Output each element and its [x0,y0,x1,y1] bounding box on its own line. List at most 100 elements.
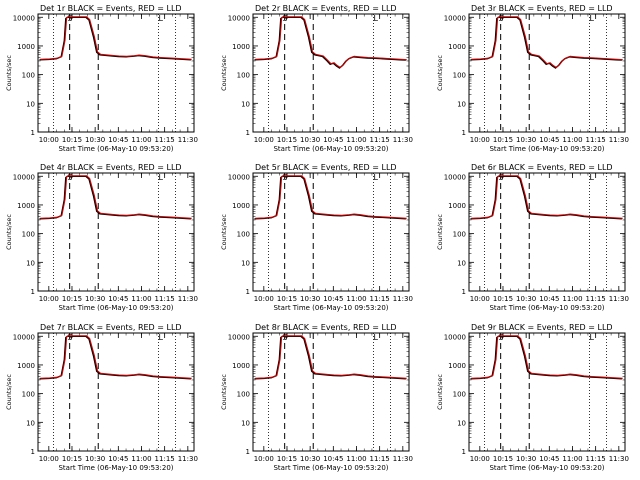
plot-frame [37,332,195,452]
y-tick-label: 1000 [232,202,250,210]
lld-series-line [40,175,192,219]
marker-label: L [373,173,378,182]
events-series-line [470,16,622,69]
x-axis-label: Start Time (06-May-10 09:53:20) [273,145,388,153]
x-tick-label: 10:30 [300,455,320,463]
lld-series-line [255,16,407,69]
marker-label: S [67,14,72,23]
y-tick-label: 100 [22,391,35,399]
y-tick-label: 10 [241,259,250,267]
y-axis-label: Counts/sec [220,214,228,250]
x-tick-label: 11:15 [155,136,175,144]
y-axis-label: Counts/sec [5,214,13,250]
y-tick-label: 10 [26,259,35,267]
x-tick-label: 10:15 [277,136,297,144]
y-tick-label: 1 [31,448,35,456]
lld-series-line [255,335,407,379]
marker-label: L [373,333,378,342]
detector-panel: Det 8r BLACK = Events, RED = LLD 1 10 100 10… [220,323,413,472]
x-tick-label: 11:00 [346,136,366,144]
y-axis-label: Counts/sec [436,374,444,410]
y-tick-label: 1 [246,288,250,296]
panel-title: Det 2r BLACK = Events, RED = LLD [255,4,397,13]
events-series-line [470,335,622,380]
y-tick-label: 1000 [448,202,466,210]
x-tick-label: 10:15 [493,455,513,463]
y-axis-label: Counts/sec [220,55,228,91]
detector-panel: Det 1r BLACK = Events, RED = LLD 1 10 100 10… [5,4,198,153]
x-tick-label: 10:15 [277,295,297,303]
panel-title: Det 8r BLACK = Events, RED = LLD [255,323,397,332]
x-tick-label: 10:15 [62,136,82,144]
x-tick-label: 11:15 [155,455,175,463]
events-series-line [254,335,406,380]
detector-panel: Det 5r BLACK = Events, RED = LLD 1 10 100 10… [220,163,413,312]
y-tick-label: 1 [462,129,466,137]
marker-label: S [67,333,72,342]
marker-label: L [158,173,163,182]
x-tick-label: 10:45 [539,455,559,463]
y-tick-label: 1000 [17,202,35,210]
detector-panel: Det 7r BLACK = Events, RED = LLD 1 10 100 10… [5,323,198,472]
marker-label: S [282,333,287,342]
y-tick-label: 1000 [448,362,466,370]
lld-series-line [471,16,623,69]
x-tick-label: 10:00 [39,136,59,144]
detector-panel: Det 2r BLACK = Events, RED = LLD 1 10 100 10… [220,4,413,153]
panel-title: Det 3r BLACK = Events, RED = LLD [471,4,613,13]
x-tick-label: 10:30 [516,295,536,303]
x-tick-label: 11:00 [131,295,151,303]
plot-frame [468,332,626,452]
panel-title: Det 4r BLACK = Events, RED = LLD [40,163,182,172]
y-tick-label: 100 [453,391,466,399]
x-tick-label: 11:30 [178,295,198,303]
x-tick-label: 11:15 [586,295,606,303]
lld-series-line [255,175,407,219]
x-tick-label: 11:00 [562,136,582,144]
x-tick-label: 10:30 [85,455,105,463]
plot-frame [252,13,410,133]
x-axis-label: Start Time (06-May-10 09:53:20) [489,145,604,153]
x-tick-label: 11:30 [393,136,413,144]
y-tick-label: 1000 [17,362,35,370]
y-tick-label: 1 [462,288,466,296]
y-tick-label: 100 [237,391,250,399]
plot-frame [468,13,626,133]
plot-frame [37,13,195,133]
events-series-line [254,16,406,69]
lld-series-line [40,16,192,60]
y-tick-label: 100 [453,72,466,80]
panel-title: Det 5r BLACK = Events, RED = LLD [255,163,397,172]
x-tick-label: 10:00 [254,136,274,144]
x-tick-label: 10:00 [254,455,274,463]
y-axis-label: Counts/sec [5,374,13,410]
x-tick-label: 10:30 [300,295,320,303]
y-tick-label: 100 [22,231,35,239]
detector-panel: Det 6r BLACK = Events, RED = LLD 1 10 100 10… [436,163,629,312]
y-tick-label: 10000 [228,173,250,181]
x-tick-label: 10:45 [539,136,559,144]
x-tick-label: 10:30 [516,136,536,144]
y-tick-label: 10 [457,100,466,108]
x-tick-label: 11:15 [370,295,390,303]
x-tick-label: 11:30 [393,295,413,303]
y-tick-label: 1 [462,448,466,456]
marker-label: L [158,14,163,23]
y-tick-label: 10 [457,259,466,267]
x-tick-label: 10:00 [470,455,490,463]
y-tick-label: 10000 [13,14,35,22]
x-tick-label: 10:30 [516,455,536,463]
y-tick-label: 1 [246,448,250,456]
x-tick-label: 11:15 [370,455,390,463]
y-tick-label: 1000 [17,43,35,51]
y-tick-label: 10000 [228,333,250,341]
detector-panel: Det 9r BLACK = Events, RED = LLD 1 10 100 10… [436,323,629,472]
x-tick-label: 10:45 [323,136,343,144]
y-tick-label: 10 [457,419,466,427]
x-tick-label: 10:30 [85,136,105,144]
x-tick-label: 11:00 [562,295,582,303]
y-tick-label: 100 [237,231,250,239]
panel-title: Det 7r BLACK = Events, RED = LLD [40,323,182,332]
x-tick-label: 10:30 [300,136,320,144]
